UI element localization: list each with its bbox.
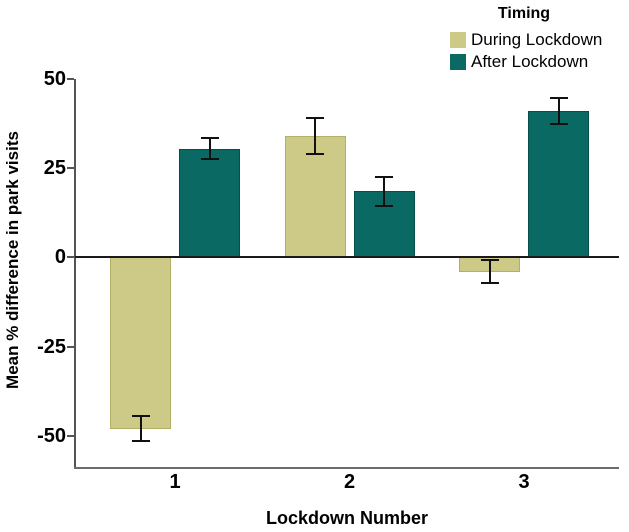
legend-item-label: During Lockdown [471, 30, 603, 49]
y-tick-mark [67, 256, 74, 259]
bar-after-lockdown-1 [179, 148, 240, 258]
legend-swatch-1 [450, 53, 466, 70]
error-bar-cap-top [131, 415, 150, 418]
y-tick-mark [67, 434, 74, 437]
error-bar-cap-bottom [375, 204, 393, 207]
error-bar-cap-top [375, 176, 393, 179]
legend-item-label: After Lockdown [471, 52, 589, 71]
bar-during-lockdown-2 [284, 136, 346, 258]
y-tick-label: 25 [43, 157, 66, 180]
x-category-label: 1 [169, 471, 181, 493]
error-bar [139, 416, 142, 442]
y-tick-mark [67, 345, 74, 348]
bar-during-lockdown-1 [110, 257, 171, 429]
error-bar-cap-bottom [549, 123, 568, 125]
y-tick-label: -25 [37, 335, 66, 358]
error-bar-cap-bottom [200, 158, 219, 161]
error-bar [383, 177, 385, 206]
legend: Timing During Lockdown After Lockdown [450, 5, 628, 74]
y-axis-line [74, 79, 76, 469]
error-bar-cap-bottom [480, 282, 499, 285]
error-bar-cap-top [549, 97, 568, 100]
error-bar-cap-top [200, 136, 219, 139]
error-bar-cap-top [480, 258, 499, 261]
x-axis-line [74, 467, 619, 469]
error-bar-cap-top [306, 117, 324, 120]
y-tick-mark [67, 78, 74, 80]
legend-title: Timing [497, 5, 551, 22]
legend-items: During Lockdown After Lockdown [450, 30, 628, 71]
y-tick-label: 50 [43, 68, 66, 90]
y-tick-label: 0 [54, 246, 66, 269]
bar-after-lockdown-3 [528, 111, 589, 258]
legend-swatch-0 [450, 31, 466, 48]
x-category-label: 2 [343, 471, 356, 493]
error-bar [557, 98, 560, 124]
x-axis-title: Lockdown Number [265, 508, 428, 528]
zero-baseline [75, 256, 619, 259]
legend-item: During Lockdown [450, 30, 628, 49]
x-category-label: 3 [518, 471, 530, 493]
error-bar [208, 137, 211, 160]
error-bar [314, 118, 316, 154]
error-bar-cap-bottom [131, 440, 150, 443]
y-tick-mark [67, 167, 74, 170]
y-tick-label: -50 [37, 424, 66, 447]
error-bar [488, 259, 491, 284]
error-bar-cap-bottom [306, 152, 324, 155]
legend-item: After Lockdown [450, 52, 628, 71]
